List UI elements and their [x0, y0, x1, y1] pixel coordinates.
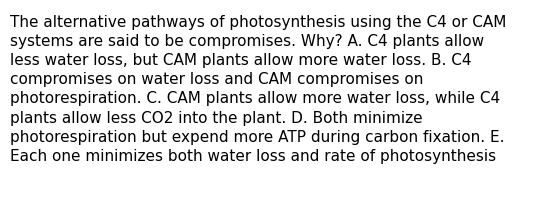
- Text: The alternative pathways of photosynthesis using the C4 or CAM
systems are said : The alternative pathways of photosynthes…: [10, 15, 507, 164]
